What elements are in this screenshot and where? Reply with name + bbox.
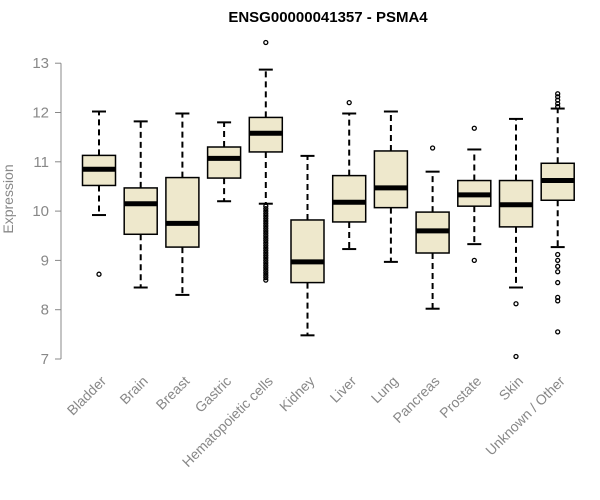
outlier-point <box>346 99 352 106</box>
iqr-box <box>373 150 409 209</box>
outlier-point <box>96 271 102 277</box>
outlier-point <box>263 262 269 268</box>
box-skin <box>498 117 534 360</box>
box-lung <box>373 110 409 263</box>
outlier-point <box>263 203 269 209</box>
iqr-box <box>123 187 158 236</box>
outlier-point <box>555 329 561 335</box>
box-unknown-other <box>540 91 575 335</box>
y-tick-label: 12 <box>32 105 49 122</box>
x-tick-label: Brain <box>116 373 150 407</box>
x-tick-label: Breast <box>153 373 193 413</box>
outlier-point <box>263 252 269 259</box>
boxes-layer <box>81 39 575 360</box>
x-tick-label: Unknown / Other <box>482 373 568 459</box>
outlier-point <box>429 145 436 151</box>
box-pancreas <box>415 145 450 310</box>
outlier-point <box>263 213 269 219</box>
box-breast <box>165 112 200 296</box>
box-prostate <box>457 125 492 264</box>
outlier-point <box>263 245 269 251</box>
outlier-point <box>263 247 269 254</box>
box-brain <box>123 120 158 289</box>
outlier-point <box>263 260 269 266</box>
box-gastric <box>206 121 242 203</box>
outlier-point <box>263 223 269 229</box>
outlier-point <box>555 257 561 264</box>
y-tick-label: 8 <box>41 302 49 319</box>
outlier-point <box>263 238 269 244</box>
outlier-point <box>263 255 269 261</box>
outlier-point <box>555 269 561 275</box>
outlier-point <box>263 277 269 283</box>
outlier-point <box>263 270 269 276</box>
outlier-point <box>555 251 561 258</box>
y-tick-label: 13 <box>32 55 49 72</box>
outlier-point <box>263 220 269 227</box>
outlier-point <box>555 91 561 97</box>
x-tick-label: Lung <box>368 373 401 406</box>
outlier-point <box>263 230 269 236</box>
box-liver <box>331 99 367 251</box>
outlier-point <box>263 210 269 217</box>
x-tick-label: Liver <box>327 373 360 406</box>
outlier-point <box>263 257 269 264</box>
outlier-point <box>555 298 561 304</box>
outlier-point <box>263 250 269 256</box>
outlier-point <box>263 39 269 46</box>
outlier-point <box>263 215 269 222</box>
outlier-point <box>263 218 269 224</box>
outlier-point <box>263 240 269 246</box>
outlier-point <box>471 125 477 131</box>
box-hematopoietic-cells <box>248 39 284 283</box>
outlier-point <box>555 100 561 107</box>
outlier-point <box>263 235 269 241</box>
x-tick-label: Skin <box>496 373 527 404</box>
outlier-point <box>263 272 269 278</box>
outlier-point <box>513 301 519 307</box>
outlier-point <box>513 353 519 360</box>
iqr-box <box>165 176 200 248</box>
outlier-point <box>263 208 269 214</box>
outlier-point <box>555 279 561 286</box>
iqr-box <box>331 174 367 223</box>
y-tick-label: 11 <box>33 154 49 171</box>
iqr-box <box>290 219 325 284</box>
outlier-point <box>555 103 561 110</box>
x-tick-label: Bladder <box>64 373 110 419</box>
outlier-point <box>263 275 269 281</box>
outlier-point <box>471 257 477 264</box>
outlier-point <box>263 228 269 234</box>
outlier-point <box>263 265 269 271</box>
box-kidney <box>290 154 325 337</box>
outlier-point <box>263 205 269 212</box>
outlier-point <box>263 267 269 273</box>
outlier-point <box>555 263 561 269</box>
outlier-point <box>263 225 269 232</box>
y-axis: 7 8 9 10 11 12 13 <box>32 55 62 368</box>
outlier-point <box>263 233 269 239</box>
x-tick-label: Kidney <box>276 373 318 415</box>
y-axis-label: Expression <box>0 164 16 233</box>
box-bladder <box>81 110 117 277</box>
iqr-box <box>206 146 242 179</box>
y-tick-label: 9 <box>41 252 49 269</box>
outlier-point <box>263 242 269 249</box>
x-tick-label: Prostate <box>436 373 484 421</box>
chart-title: ENSG00000041357 - PSMA4 <box>228 9 428 26</box>
y-tick-label: 10 <box>32 203 49 220</box>
y-tick-label: 7 <box>41 351 49 368</box>
